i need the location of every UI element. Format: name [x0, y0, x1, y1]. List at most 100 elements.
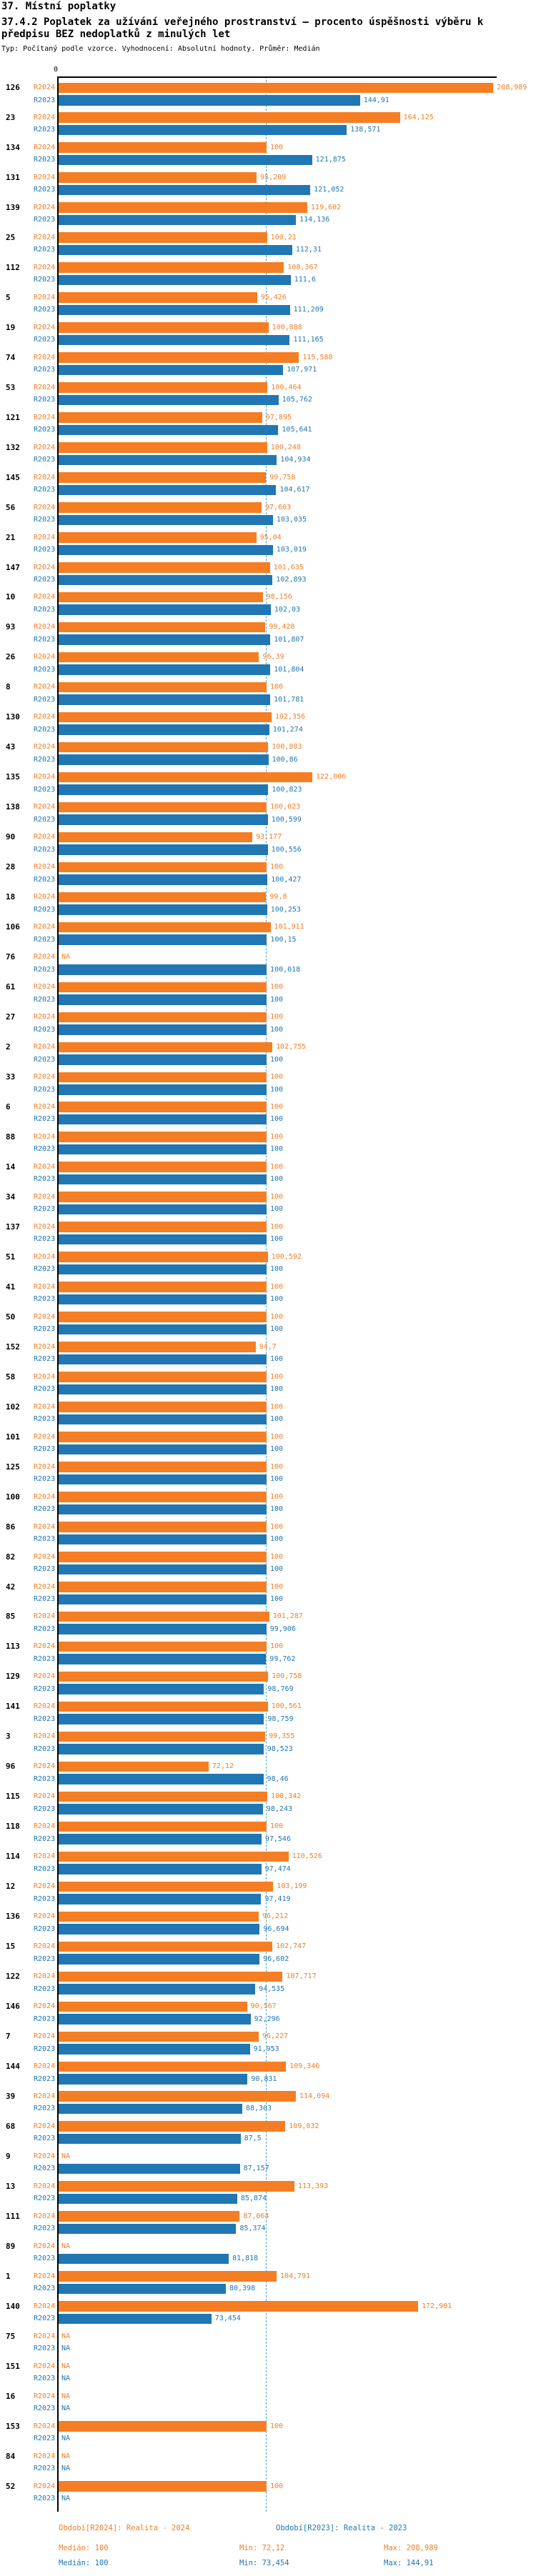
row-id-label: 130 — [6, 712, 20, 722]
bar-r2024 — [59, 2181, 294, 2192]
bar-r2023 — [59, 2223, 237, 2235]
row-id-label: 88 — [6, 1132, 16, 1142]
bar-r2024 — [59, 862, 267, 873]
series-label-r2024: R2024 — [34, 1582, 56, 1591]
series-label-r2023: R2023 — [34, 2105, 56, 2113]
series-label-r2024: R2024 — [34, 2482, 56, 2490]
series-label-r2024: R2024 — [34, 803, 56, 812]
value-label-r2023: 101,781 — [274, 695, 304, 704]
bar-r2023 — [59, 2103, 242, 2115]
value-label-r2024: 100 — [270, 1372, 284, 1381]
series-label-r2023: R2023 — [34, 1475, 56, 1484]
series-label-r2023: R2023 — [34, 1265, 56, 1274]
series-label-r2023: R2023 — [34, 96, 56, 104]
bar-r2024 — [59, 262, 284, 273]
value-label-r2024: 100 — [270, 1013, 284, 1022]
series-label-r2023: R2023 — [34, 576, 56, 584]
bar-r2024 — [59, 712, 272, 723]
value-label-r2024: 97,895 — [265, 413, 292, 421]
bar-r2024 — [59, 982, 267, 993]
x-axis-line — [57, 76, 497, 78]
series-label-r2024: R2024 — [34, 1102, 56, 1111]
value-label-r2023: NA — [61, 2495, 71, 2503]
value-label-r2023: 103,035 — [276, 516, 307, 524]
bar-r2023 — [59, 154, 312, 166]
series-label-r2023: R2023 — [34, 1325, 56, 1334]
value-label-r2023: 100 — [270, 1295, 284, 1304]
bar-r2023 — [59, 1084, 267, 1095]
series-label-r2024: R2024 — [34, 443, 56, 451]
bar-r2024 — [59, 1791, 267, 1802]
bar-r2024 — [59, 652, 259, 663]
series-label-r2023: R2023 — [34, 935, 56, 944]
row-id-label: 134 — [6, 142, 20, 152]
value-label-r2024: 102,356 — [274, 713, 305, 722]
bar-r2023 — [59, 454, 277, 466]
bar-r2023 — [59, 214, 297, 226]
series-label-r2024: R2024 — [34, 2332, 56, 2340]
series-label-r2023: R2023 — [34, 1505, 56, 1514]
row-id-label: 34 — [6, 1192, 16, 1202]
value-label-r2023: 114,136 — [299, 216, 330, 224]
bar-r2023 — [59, 244, 292, 256]
row-id-label: 68 — [6, 2121, 16, 2131]
value-label-r2024: 100 — [270, 983, 284, 992]
value-label-r2024: 97,603 — [265, 503, 292, 511]
series-label-r2023: R2023 — [34, 965, 56, 974]
value-label-r2023: 80,398 — [229, 2285, 256, 2293]
value-label-r2023: 100 — [270, 995, 284, 1004]
series-label-r2023: R2023 — [34, 1205, 56, 1214]
series-label-r2024: R2024 — [34, 683, 56, 692]
value-label-r2024: 99,8 — [269, 893, 287, 902]
row-id-label: 25 — [6, 232, 16, 242]
bar-r2024 — [59, 352, 299, 363]
bar-r2023 — [59, 994, 267, 1005]
series-label-r2023: R2023 — [34, 1985, 56, 1993]
bar-r2024 — [59, 682, 267, 693]
value-label-r2024: 100 — [270, 1162, 284, 1171]
bar-r2023 — [59, 2074, 248, 2085]
value-label-r2023: 96,694 — [263, 1924, 289, 1933]
bar-r2023 — [59, 424, 279, 436]
series-label-r2024: R2024 — [34, 1522, 56, 1531]
value-label-r2024: NA — [61, 2392, 71, 2400]
row-id-label: 144 — [6, 2062, 20, 2072]
bar-r2023 — [59, 754, 269, 765]
value-label-r2024: 99,355 — [269, 1732, 295, 1741]
series-label-r2024: R2024 — [34, 563, 56, 571]
row-id-label: 6 — [6, 1102, 11, 1112]
value-label-r2023: 103,019 — [276, 546, 307, 554]
stat-min-r2023: Min: 73,454 — [239, 2559, 289, 2567]
bar-r2023 — [59, 904, 267, 915]
bar-r2024 — [59, 1492, 267, 1502]
series-label-r2023: R2023 — [34, 1894, 56, 1903]
bar-r2024 — [59, 1522, 267, 1532]
value-label-r2024: 72,12 — [212, 1762, 234, 1771]
series-label-r2024: R2024 — [34, 323, 56, 331]
series-label-r2024: R2024 — [34, 2062, 56, 2071]
value-label-r2023: 99,906 — [269, 1624, 296, 1633]
value-label-r2024: 100,561 — [271, 1702, 302, 1711]
row-id-label: 85 — [6, 1612, 16, 1622]
series-label-r2023: R2023 — [34, 1804, 56, 1813]
bar-r2024 — [59, 502, 262, 513]
series-label-r2024: R2024 — [34, 413, 56, 421]
value-label-r2024: 100 — [270, 1462, 284, 1471]
value-label-r2024: 100,464 — [271, 383, 302, 391]
series-label-r2023: R2023 — [34, 725, 56, 734]
bar-r2024 — [59, 892, 267, 903]
value-label-r2023: 101,274 — [272, 725, 303, 734]
series-label-r2023: R2023 — [34, 605, 56, 614]
bar-r2023 — [59, 1054, 267, 1065]
series-label-r2024: R2024 — [34, 2452, 56, 2460]
value-label-r2024: 101,635 — [273, 563, 304, 571]
bar-r2024 — [59, 1432, 267, 1442]
value-label-r2023: 100 — [270, 1505, 284, 1514]
series-label-r2024: R2024 — [34, 653, 56, 662]
series-label-r2024: R2024 — [34, 503, 56, 511]
bar-r2023 — [59, 1384, 267, 1395]
value-label-r2024: 101,911 — [274, 923, 304, 932]
row-id-label: 93 — [6, 622, 16, 632]
bar-r2023 — [59, 184, 311, 196]
value-label-r2023: 97,474 — [264, 1864, 291, 1873]
